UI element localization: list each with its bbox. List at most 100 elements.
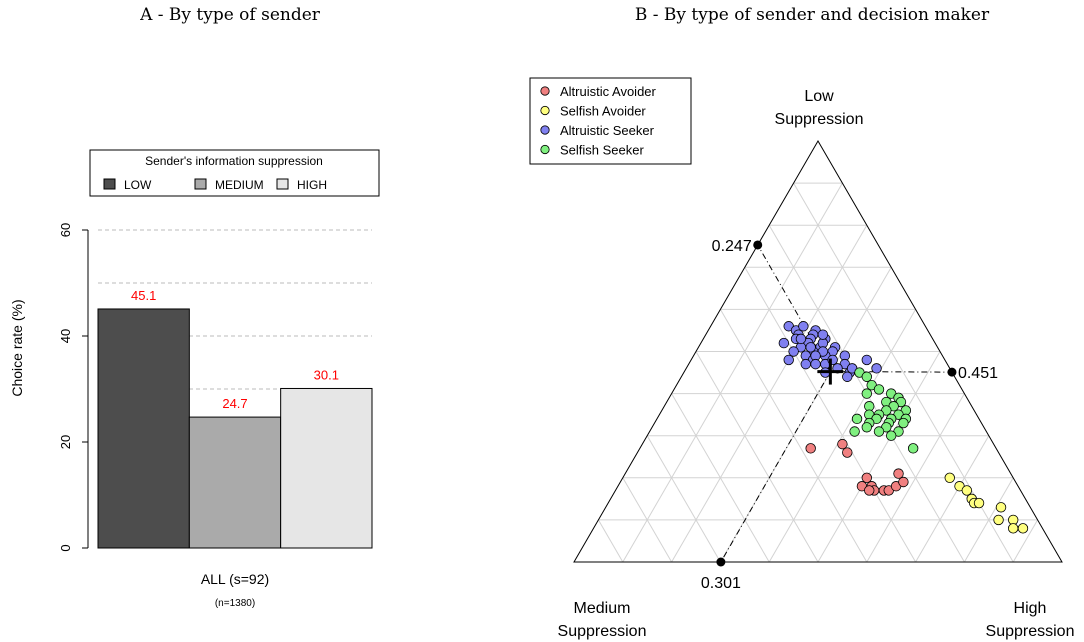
bar-high: [280, 387, 373, 549]
legend-marker-selfish-avoider: [540, 105, 550, 116]
bar-chart-bars: 45.1 24.7 30.1: [97, 288, 373, 549]
legend-swatch: [194, 178, 207, 190]
point-selfish-seeker: [861, 371, 873, 382]
point-altruistic-seeker: [795, 333, 807, 345]
point-altruistic-seeker: [800, 358, 812, 370]
ternary-frame: [573, 140, 1063, 563]
point-altruistic-avoider: [893, 468, 904, 479]
point-selfish-avoider: [1008, 523, 1019, 534]
vertex-labels: Low Suppression Medium Suppression High Suppr…: [558, 88, 1075, 640]
ternary-gridline: [1012, 519, 1039, 563]
ternary-legend: Altruistic Avoider Selfish Avoider Altruis…: [529, 77, 692, 165]
point-altruistic-avoider: [805, 443, 816, 454]
legend-label-altruistic-seeker: Altruistic Seeker: [560, 123, 655, 138]
axis-readout-dot: [753, 240, 763, 250]
vertex-label-left-1: Medium: [574, 600, 631, 617]
point-altruistic-avoider: [898, 476, 909, 488]
bar-chart-panel: 45.1 24.7 30.1 0 20 40 60 Choice rate (%) ALL…: [9, 149, 380, 609]
ternary-gridline: [915, 435, 990, 563]
point-selfish-avoider: [973, 497, 985, 509]
point-altruistic-avoider: [837, 438, 848, 450]
legend-swatch: [103, 178, 116, 190]
point-altruistic-seeker: [871, 363, 882, 374]
mean-guide-line: [757, 244, 831, 372]
ternary-gridline: [622, 477, 673, 563]
legend-title: Sender's information suppression: [145, 154, 323, 168]
mean-guide-lines: 0.451 0.247 0.301: [701, 238, 998, 592]
y-tick-label: 0: [58, 544, 73, 551]
group-sublabel: (n=1380): [215, 598, 255, 609]
point-selfish-seeker: [898, 417, 909, 429]
point-altruistic-seeker: [798, 321, 809, 332]
bar-value-label: 24.7: [222, 396, 247, 411]
ternary-gridline: [671, 393, 770, 563]
ternary-plot-panel: 0.451 0.247 0.301 Low Suppression Medium Supp…: [529, 77, 1075, 640]
bar-value-label: 45.1: [131, 288, 156, 303]
bar-value-label: 30.1: [314, 367, 339, 382]
panel-b-title: B - By type of sender and decision maker: [635, 5, 990, 25]
legend-marker-altruistic-seeker: [540, 125, 550, 135]
group-label: ALL (s=92): [201, 571, 269, 587]
legend-label-medium: MEDIUM: [215, 178, 264, 192]
point-altruistic-seeker: [842, 371, 853, 382]
point-selfish-avoider: [1017, 523, 1029, 534]
bar-chart-legend: Sender's information suppression LOW MEDIU…: [89, 149, 380, 197]
panel-a-title: A - By type of sender: [139, 5, 321, 25]
y-tick-label: 60: [58, 223, 73, 237]
point-selfish-avoider: [993, 514, 1004, 526]
ternary-points: [778, 321, 1029, 534]
point-selfish-avoider: [944, 472, 955, 484]
legend-label-high: HIGH: [297, 178, 327, 192]
ternary-triangle: [573, 140, 1063, 563]
readout-medium: 0.247: [712, 238, 752, 255]
ternary-gridline: [744, 267, 917, 563]
mean-marker: [817, 358, 844, 385]
legend-label-low: LOW: [124, 178, 152, 192]
point-altruistic-seeker: [810, 358, 821, 370]
point-altruistic-seeker: [805, 342, 816, 353]
point-selfish-seeker: [861, 422, 873, 433]
legend-marker-selfish-seeker: [540, 144, 550, 155]
legend-marker-altruistic-avoider: [540, 86, 550, 96]
point-selfish-seeker: [851, 413, 863, 425]
vertex-label-top-1: Low: [804, 88, 834, 105]
axis-readout-dot: [716, 557, 726, 567]
ternary-gridline: [622, 182, 843, 563]
point-altruistic-seeker: [778, 337, 790, 349]
ternary-gridline: [719, 267, 892, 563]
y-axis-label: Choice rate (%): [9, 299, 25, 396]
point-selfish-seeker: [886, 430, 897, 441]
axis-readout-dot: [947, 367, 957, 377]
y-tick-label: 20: [58, 435, 73, 449]
point-selfish-seeker: [861, 388, 873, 399]
vertex-label-top-2: Suppression: [775, 111, 864, 128]
ternary-gridline: [817, 351, 941, 563]
bar-medium: [188, 416, 282, 549]
legend-label-selfish-avoider: Selfish Avoider: [560, 104, 646, 119]
ternary-gridline: [963, 477, 1014, 563]
ternary-gridline: [597, 519, 624, 563]
bar-chart-y-axis: 0 20 40 60: [58, 223, 89, 552]
legend-box: [529, 77, 692, 165]
mean-guide-line: [720, 371, 831, 563]
ternary-gridline: [695, 351, 819, 563]
point-altruistic-seeker: [788, 346, 799, 357]
point-altruistic-seeker: [861, 354, 873, 366]
point-altruistic-seeker: [817, 329, 829, 340]
vertex-label-right-2: Suppression: [986, 623, 1075, 640]
point-selfish-seeker: [873, 426, 885, 437]
readout-high: 0.301: [701, 575, 741, 592]
ternary-gridlines: [597, 182, 1039, 563]
readout-low: 0.451: [958, 365, 998, 382]
vertex-label-right-1: High: [1014, 600, 1047, 617]
legend-swatch: [276, 178, 289, 190]
point-altruistic-avoider: [864, 485, 875, 496]
point-selfish-seeker: [873, 384, 885, 395]
point-selfish-seeker: [849, 426, 860, 437]
point-selfish-avoider: [961, 485, 973, 496]
point-altruistic-avoider: [842, 447, 853, 458]
point-altruistic-seeker: [783, 354, 794, 366]
legend-box: [89, 149, 380, 197]
y-tick-label: 40: [58, 329, 73, 343]
